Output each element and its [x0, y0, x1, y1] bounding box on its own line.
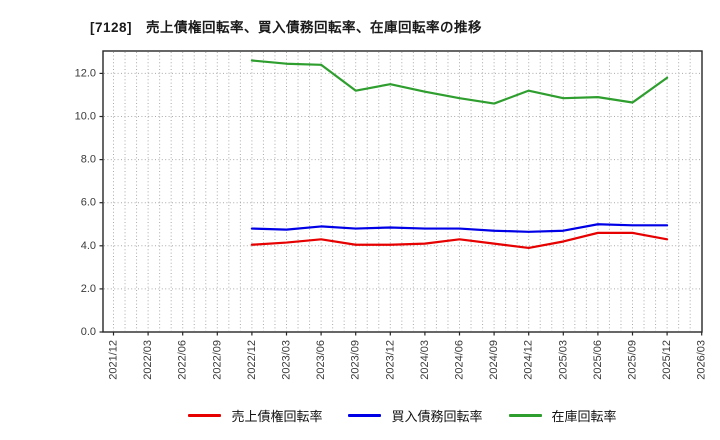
inventory-line-swatch	[508, 413, 542, 417]
svg-text:2026/03: 2026/03	[696, 340, 708, 380]
receivables-line-swatch	[188, 413, 222, 417]
svg-text:12.0: 12.0	[75, 67, 96, 79]
svg-text:2023/09: 2023/09	[350, 340, 362, 380]
chart-title: [7128] 売上債権回転率、買入債務回転率、在庫回転率の推移	[90, 20, 483, 35]
svg-text:2023/03: 2023/03	[281, 340, 293, 380]
svg-text:6.0: 6.0	[81, 197, 96, 209]
legend-label-inventory: 在庫回転率	[551, 408, 617, 424]
svg-text:2024/03: 2024/03	[419, 340, 431, 380]
svg-text:8.0: 8.0	[81, 154, 96, 166]
legend-item-inventory-turnover: 在庫回転率	[508, 406, 617, 425]
svg-text:2025/03: 2025/03	[557, 340, 569, 380]
svg-text:0.0: 0.0	[81, 326, 96, 338]
svg-text:2.0: 2.0	[81, 283, 96, 295]
svg-text:2023/12: 2023/12	[384, 340, 396, 380]
legend-item-receivables-turnover: 売上債権回転率	[188, 406, 322, 425]
svg-text:2025/09: 2025/09	[627, 340, 639, 380]
svg-text:2021/12: 2021/12	[108, 340, 120, 380]
svg-text:2024/12: 2024/12	[523, 340, 535, 380]
svg-text:2024/06: 2024/06	[454, 340, 466, 380]
svg-text:2022/12: 2022/12	[246, 340, 258, 380]
svg-text:4.0: 4.0	[81, 240, 96, 252]
svg-text:2022/03: 2022/03	[142, 340, 154, 380]
svg-text:2023/06: 2023/06	[315, 340, 327, 380]
legend-label-receivables: 売上債権回転率	[231, 408, 323, 424]
legend-item-payables-turnover: 買入債務回転率	[348, 406, 483, 425]
svg-text:10.0: 10.0	[75, 111, 96, 123]
svg-text:2025/12: 2025/12	[661, 340, 673, 380]
svg-text:2022/09: 2022/09	[211, 340, 223, 380]
svg-text:2025/06: 2025/06	[592, 340, 604, 380]
payables-line-swatch	[348, 413, 382, 417]
legend-label-payables: 買入債務回転率	[391, 408, 483, 424]
svg-text:2024/09: 2024/09	[488, 340, 500, 380]
chart-legend: 売上債権回転率 買入債務回転率 在庫回転率	[103, 403, 702, 427]
svg-text:2022/06: 2022/06	[177, 340, 189, 380]
